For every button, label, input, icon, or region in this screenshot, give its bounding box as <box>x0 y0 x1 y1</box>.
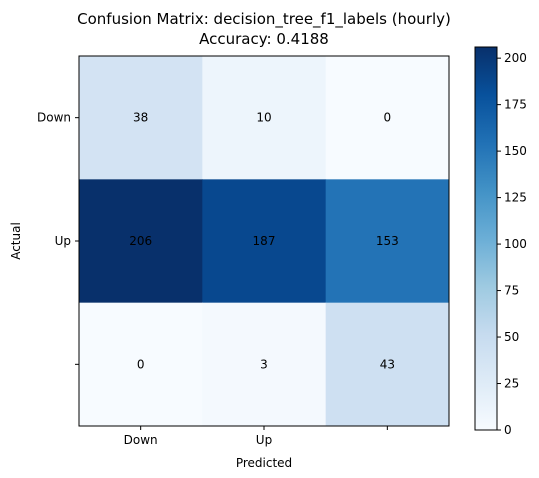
heatmap-cell <box>202 56 327 180</box>
chart-subtitle: Accuracy: 0.4188 <box>199 30 329 48</box>
cell-value-label: 3 <box>260 357 268 371</box>
cell-value-label: 0 <box>137 357 145 371</box>
cell-value-label: 153 <box>376 234 399 248</box>
cell-value-label: 206 <box>129 234 152 248</box>
y-axis-label: Actual <box>9 222 23 260</box>
cell-value-label: 38 <box>133 111 148 125</box>
x-axis-ticks: Down Up <box>124 426 388 447</box>
heatmap-cell <box>202 302 327 427</box>
colorbar-ticks: 0 25 50 75 100 125 150 175 200 <box>497 51 527 437</box>
x-tick-label: Up <box>256 433 272 447</box>
colorbar-tick-label: 25 <box>504 377 519 391</box>
colorbar-tick-label: 175 <box>504 98 527 112</box>
cell-value-label: 0 <box>384 111 392 125</box>
heatmap-cell <box>79 302 203 427</box>
chart-title: Confusion Matrix: decision_tree_f1_label… <box>77 10 451 29</box>
x-tick-label: Down <box>124 433 158 447</box>
y-axis-ticks: Down Up <box>37 111 79 365</box>
colorbar <box>474 46 498 431</box>
heatmap-cell <box>79 179 203 304</box>
heatmap-grid: 38 10 0 206 187 153 0 3 43 <box>79 56 450 427</box>
colorbar-tick-label: 75 <box>504 284 519 298</box>
heatmap-cell <box>325 56 450 180</box>
cell-value-label: 10 <box>256 111 271 125</box>
heatmap-cell <box>325 179 450 304</box>
colorbar-tick-label: 50 <box>504 330 519 344</box>
colorbar-tick-label: 200 <box>504 51 527 65</box>
heatmap-cell <box>202 179 327 304</box>
colorbar-tick-label: 150 <box>504 144 527 158</box>
colorbar-tick-label: 100 <box>504 237 527 251</box>
cell-value-label: 187 <box>253 234 276 248</box>
heatmap-cell <box>79 56 203 180</box>
y-tick-label: Down <box>37 111 71 125</box>
y-tick-label: Up <box>55 234 71 248</box>
heatmap-cell <box>325 302 450 427</box>
colorbar-tick-label: 125 <box>504 191 527 205</box>
colorbar-tick-label: 0 <box>504 423 512 437</box>
cell-value-label: 43 <box>380 357 395 371</box>
x-axis-label: Predicted <box>236 456 292 470</box>
